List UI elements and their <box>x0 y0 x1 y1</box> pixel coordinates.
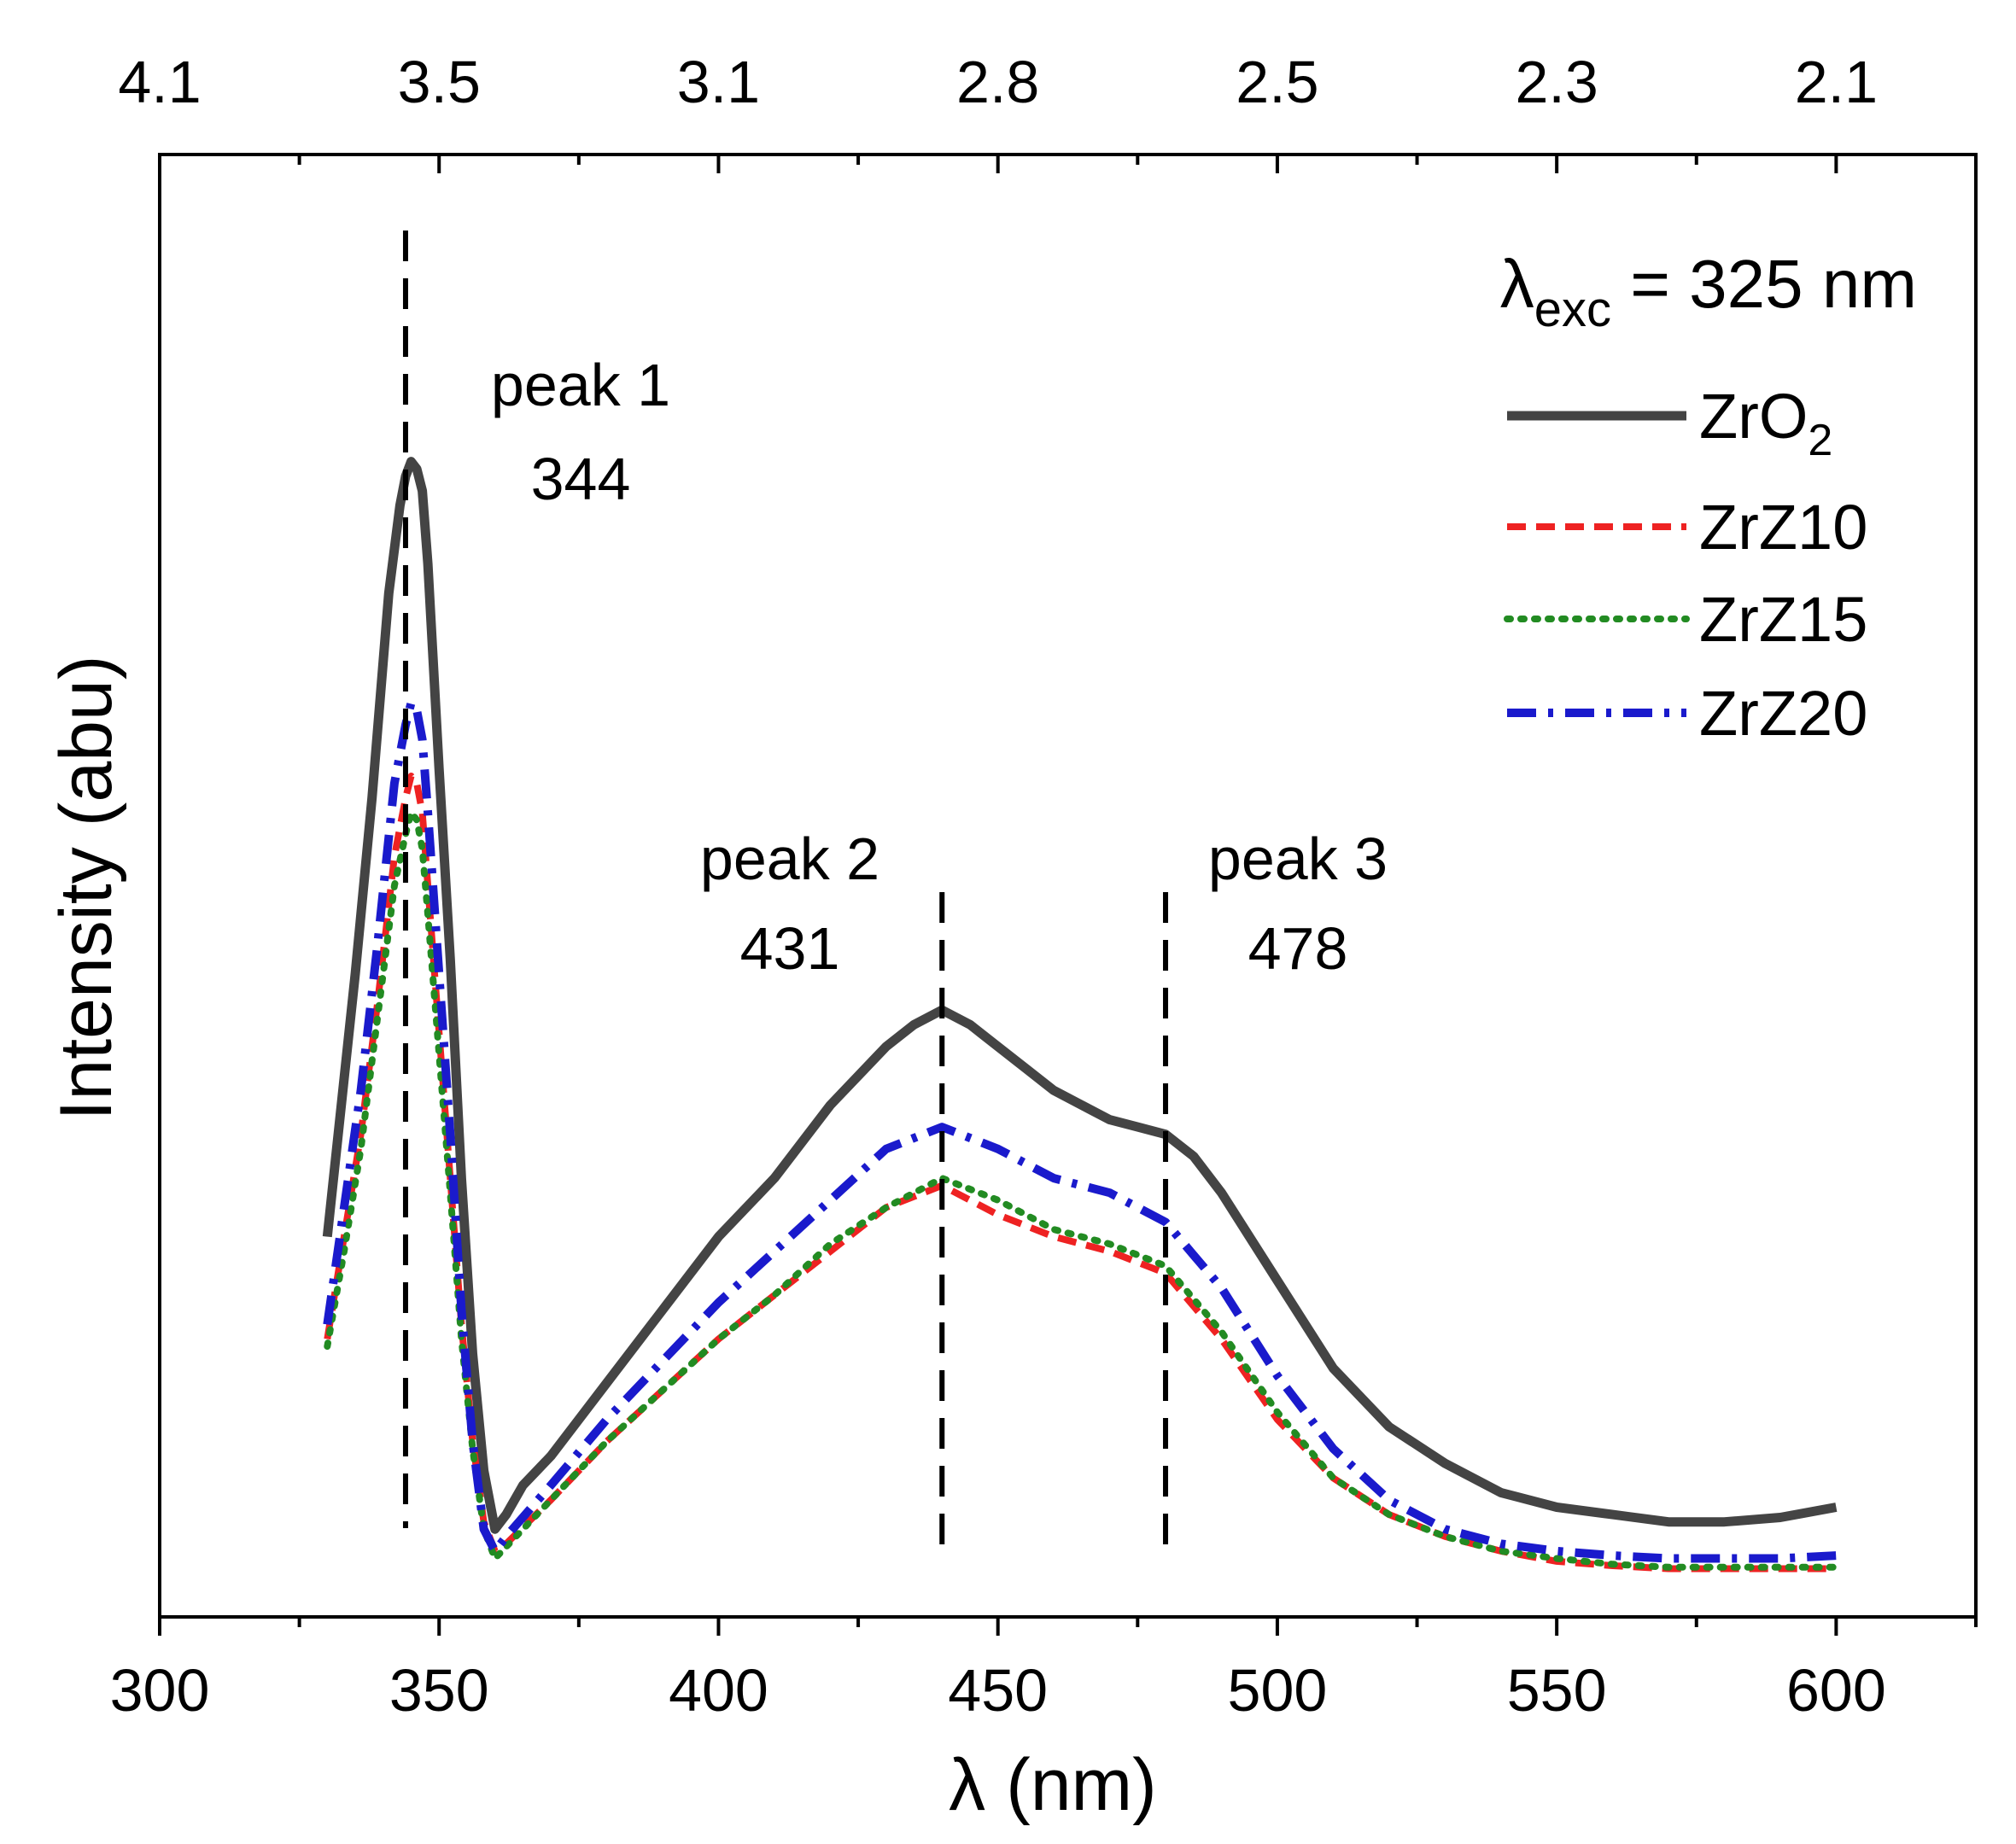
top-tick-label-2.5: 2.5 <box>1236 49 1318 115</box>
excitation-annotation: λexc = 325 nm <box>1500 246 1917 337</box>
series-line-zrz15 <box>324 808 1840 1571</box>
top-tick-label-4.1: 4.1 <box>118 49 201 115</box>
legend-label-3: ZrZ15 <box>1699 584 1867 655</box>
x-tick-label-350: 350 <box>389 1657 489 1724</box>
reference-lines <box>402 230 1169 1558</box>
legend-label-1: ZrO2 <box>1699 381 1832 465</box>
bottom-axis: 300 350 400 450 500 550 600 <box>110 1617 1978 1724</box>
legend: ZrO2 ZrZ10 ZrZ15 ZrZ20 <box>1504 381 1867 749</box>
x-tick-label-300: 300 <box>110 1657 210 1724</box>
x-tick-label-450: 450 <box>948 1657 1048 1724</box>
plot-frame <box>158 153 1978 1619</box>
peak-1-label: peak 1 <box>491 352 670 418</box>
excitation-lambda: λ <box>1500 246 1534 322</box>
top-tick-label-2.8: 2.8 <box>956 49 1039 115</box>
legend-label-2: ZrZ10 <box>1699 492 1867 563</box>
y-axis-label: Intensity (abu) <box>45 656 127 1121</box>
x-axis-label: λ (nm) <box>949 1744 1157 1826</box>
top-axis: 4.1 3.5 3.1 2.8 2.5 2.3 2.1 <box>118 49 1978 173</box>
top-tick-label-2.1: 2.1 <box>1795 49 1878 115</box>
top-tick-label-3.5: 3.5 <box>398 49 481 115</box>
top-tick-label-3.1: 3.1 <box>677 49 760 115</box>
x-tick-label-500: 500 <box>1228 1657 1328 1724</box>
excitation-subscript: exc <box>1534 282 1611 337</box>
peak-3-label: peak 3 <box>1208 826 1388 892</box>
x-tick-label-600: 600 <box>1786 1657 1886 1724</box>
peak-2-label: peak 2 <box>700 826 879 892</box>
peak-1-value: 344 <box>531 446 631 512</box>
top-tick-label-2.3: 2.3 <box>1515 49 1598 115</box>
series-line-zro2 <box>322 457 1838 1534</box>
series-line-zrz20 <box>323 698 1837 1563</box>
legend-label-4: ZrZ20 <box>1699 678 1867 749</box>
x-tick-label-550: 550 <box>1507 1657 1607 1724</box>
peak-annotations: peak 1 344 peak 2 431 peak 3 478 <box>491 352 1388 982</box>
peak-2-value: 431 <box>740 915 840 982</box>
excitation-value: = 325 nm <box>1611 246 1917 322</box>
peak-3-value: 478 <box>1248 915 1348 982</box>
series-layer <box>322 457 1840 1573</box>
x-tick-label-400: 400 <box>669 1657 768 1724</box>
